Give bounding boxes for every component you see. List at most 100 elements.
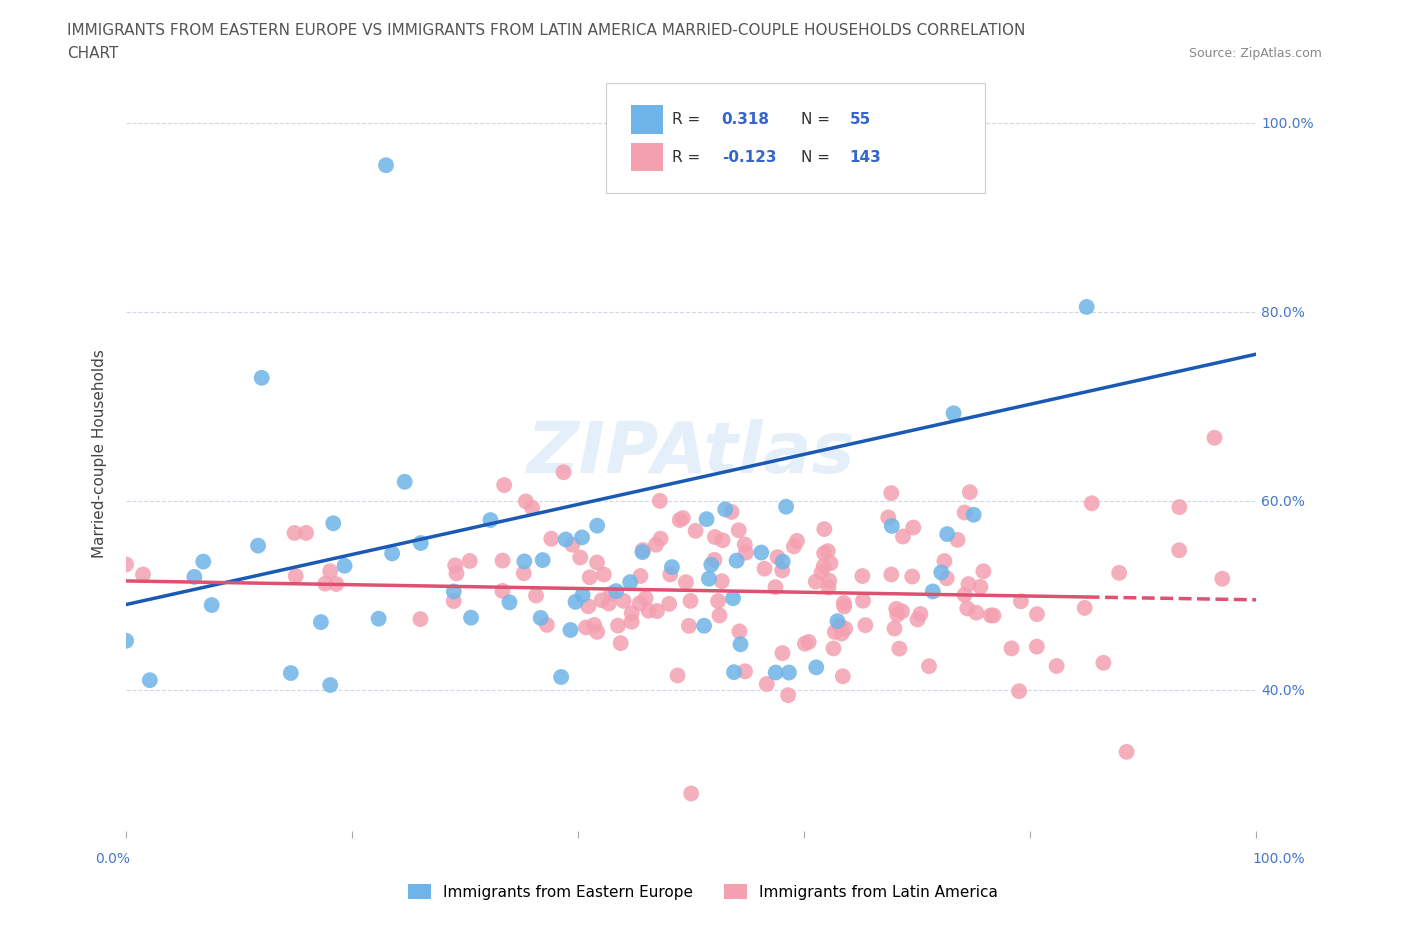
Point bbox=[804, 574, 827, 589]
Point bbox=[818, 573, 841, 588]
Point bbox=[280, 666, 302, 681]
Point bbox=[650, 531, 672, 546]
Point bbox=[600, 586, 623, 601]
Point bbox=[727, 523, 749, 538]
Point bbox=[1115, 744, 1137, 759]
Point bbox=[685, 524, 707, 538]
Point bbox=[831, 626, 853, 641]
Point bbox=[513, 554, 536, 569]
Point bbox=[325, 577, 347, 591]
Point bbox=[772, 554, 794, 569]
Point bbox=[571, 588, 593, 603]
Point bbox=[444, 558, 467, 573]
Point bbox=[1025, 639, 1047, 654]
Point bbox=[889, 641, 911, 656]
Point bbox=[536, 618, 558, 632]
Point bbox=[367, 611, 389, 626]
Point bbox=[609, 636, 631, 651]
Point bbox=[554, 532, 576, 547]
Point bbox=[1168, 543, 1191, 558]
Legend: Immigrants from Eastern Europe, Immigrants from Latin America: Immigrants from Eastern Europe, Immigran… bbox=[402, 877, 1004, 906]
Point bbox=[586, 625, 609, 640]
Point bbox=[766, 550, 789, 565]
FancyBboxPatch shape bbox=[606, 83, 986, 193]
Point bbox=[1168, 499, 1191, 514]
Point bbox=[929, 565, 952, 580]
Point bbox=[1008, 684, 1031, 698]
FancyBboxPatch shape bbox=[631, 105, 662, 134]
Point bbox=[515, 494, 537, 509]
Point bbox=[322, 516, 344, 531]
Point bbox=[820, 556, 842, 571]
Point bbox=[710, 574, 733, 589]
Point bbox=[852, 593, 875, 608]
Point bbox=[520, 500, 543, 515]
Point bbox=[314, 577, 336, 591]
Text: ZIPAtlas: ZIPAtlas bbox=[527, 418, 855, 488]
Point bbox=[880, 518, 903, 533]
Point bbox=[645, 538, 668, 552]
Point bbox=[571, 530, 593, 545]
Point bbox=[749, 545, 772, 560]
Point bbox=[284, 568, 307, 583]
Text: R =: R = bbox=[672, 112, 700, 126]
Point bbox=[765, 579, 787, 594]
Point bbox=[810, 565, 832, 579]
Point bbox=[1073, 601, 1095, 616]
Point bbox=[628, 568, 651, 583]
Point bbox=[853, 618, 876, 632]
Point bbox=[443, 593, 465, 608]
Point bbox=[700, 557, 723, 572]
Point bbox=[309, 615, 332, 630]
Point bbox=[443, 584, 465, 599]
Point bbox=[598, 596, 620, 611]
Point bbox=[333, 558, 356, 573]
Point bbox=[491, 553, 513, 568]
Point bbox=[659, 567, 682, 582]
Point bbox=[813, 559, 835, 574]
Point bbox=[637, 604, 659, 618]
Point bbox=[1211, 571, 1233, 586]
Point bbox=[409, 612, 432, 627]
Point bbox=[734, 537, 756, 551]
Point bbox=[201, 598, 224, 613]
Point bbox=[631, 543, 654, 558]
Point bbox=[783, 539, 806, 554]
Point bbox=[479, 512, 502, 527]
Point bbox=[681, 786, 703, 801]
Text: 0.0%: 0.0% bbox=[96, 852, 131, 866]
Point bbox=[725, 553, 748, 568]
Point bbox=[631, 545, 654, 560]
Point bbox=[721, 591, 744, 605]
Point bbox=[628, 596, 651, 611]
Point bbox=[115, 633, 138, 648]
Point bbox=[877, 510, 900, 525]
Point bbox=[458, 553, 481, 568]
Point bbox=[578, 570, 600, 585]
Point bbox=[711, 533, 734, 548]
Point bbox=[605, 584, 627, 599]
Point bbox=[903, 520, 925, 535]
Point bbox=[793, 636, 815, 651]
Point bbox=[963, 508, 986, 523]
Point bbox=[139, 672, 162, 687]
Point bbox=[607, 618, 630, 633]
Point bbox=[619, 575, 641, 590]
Point bbox=[1108, 565, 1130, 580]
Point bbox=[561, 538, 583, 552]
Point bbox=[778, 688, 800, 703]
Point bbox=[375, 158, 398, 173]
Point bbox=[910, 606, 932, 621]
Point bbox=[703, 552, 725, 567]
Point bbox=[935, 571, 957, 586]
Text: CHART: CHART bbox=[67, 46, 120, 61]
Point bbox=[1204, 431, 1226, 445]
Point bbox=[813, 522, 835, 537]
Point bbox=[693, 618, 716, 633]
Point bbox=[714, 502, 737, 517]
Point bbox=[983, 608, 1005, 623]
Point bbox=[946, 532, 969, 547]
Point bbox=[460, 610, 482, 625]
Text: 100.0%: 100.0% bbox=[1253, 852, 1305, 866]
Point bbox=[884, 602, 907, 617]
